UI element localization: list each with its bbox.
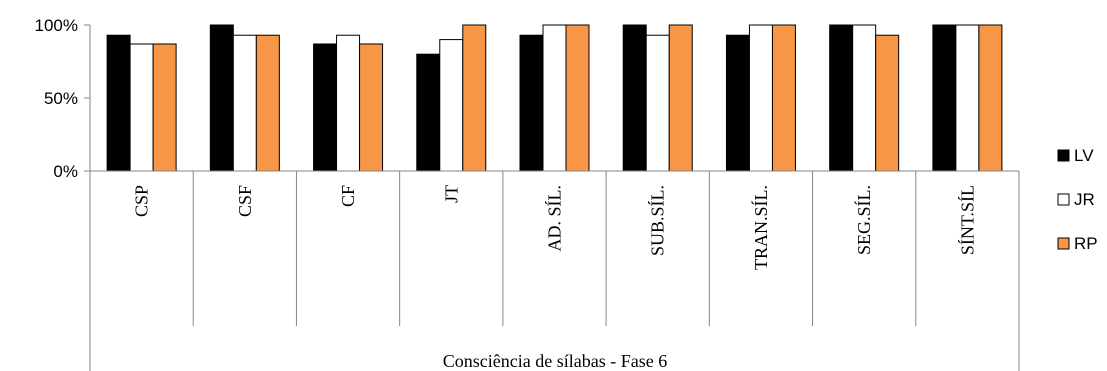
bar-rp-5: [565, 24, 590, 172]
bar-lv-9: [932, 24, 957, 172]
legend-swatch-rp: [1057, 237, 1070, 250]
bar-jr-7: [748, 24, 773, 172]
bar-lv-5: [519, 34, 544, 172]
category-label: CSF: [235, 185, 255, 217]
bar-rp-7: [771, 24, 796, 172]
legend-swatch-jr: [1057, 193, 1070, 206]
category-label: CF: [338, 185, 358, 207]
bar-rp-2: [255, 34, 280, 172]
legend-swatch-lv: [1057, 149, 1070, 162]
bar-lv-8: [829, 24, 854, 172]
y-axis: 0% 50% 100%: [35, 16, 91, 181]
bar-rp-1: [152, 43, 177, 172]
legend-label-lv: LV: [1074, 146, 1094, 165]
category-label: SUB.SÍL.: [647, 185, 668, 256]
bars: [106, 24, 1003, 172]
category-label: CSP: [132, 185, 152, 217]
y-tick-label: 100%: [35, 16, 78, 35]
bar-jr-2: [232, 34, 257, 172]
category-label: SEG.SÍL.: [853, 185, 874, 255]
legend: LV JR RP: [1057, 146, 1098, 253]
x-axis: [89, 170, 1020, 371]
y-tick-label: 0%: [53, 162, 78, 181]
bar-jr-9: [955, 24, 980, 172]
bar-lv-2: [209, 24, 234, 172]
legend-label-rp: RP: [1074, 234, 1098, 253]
bar-lv-1: [106, 34, 131, 172]
category-labels: CSP CSF CF JT AD. SÍL. SUB.SÍL. TRAN.SÍL. SEG.S…: [132, 185, 978, 270]
bar-lv-6: [622, 24, 647, 172]
y-tick-label: 50%: [44, 89, 78, 108]
bar-lv-7: [725, 34, 750, 172]
legend-label-jr: JR: [1074, 190, 1095, 209]
category-label: AD. SÍL.: [544, 185, 565, 252]
bar-rp-8: [875, 34, 900, 172]
bar-jr-4: [439, 39, 464, 172]
bar-jr-6: [645, 34, 670, 172]
category-label: SÍNT.SÍL: [956, 185, 977, 255]
bar-lv-3: [313, 43, 338, 172]
bar-rp-4: [462, 24, 487, 172]
bar-jr-3: [336, 34, 361, 172]
bar-jr-1: [129, 43, 154, 172]
bar-jr-8: [852, 24, 877, 172]
category-label: JT: [441, 185, 461, 203]
bar-rp-3: [359, 43, 384, 172]
category-label: TRAN.SÍL.: [750, 185, 771, 270]
bar-rp-9: [978, 24, 1003, 172]
x-axis-title: Consciência de sílabas - Fase 6: [443, 351, 667, 371]
bar-lv-4: [416, 53, 441, 172]
bar-rp-6: [668, 24, 693, 172]
bar-jr-5: [542, 24, 567, 172]
